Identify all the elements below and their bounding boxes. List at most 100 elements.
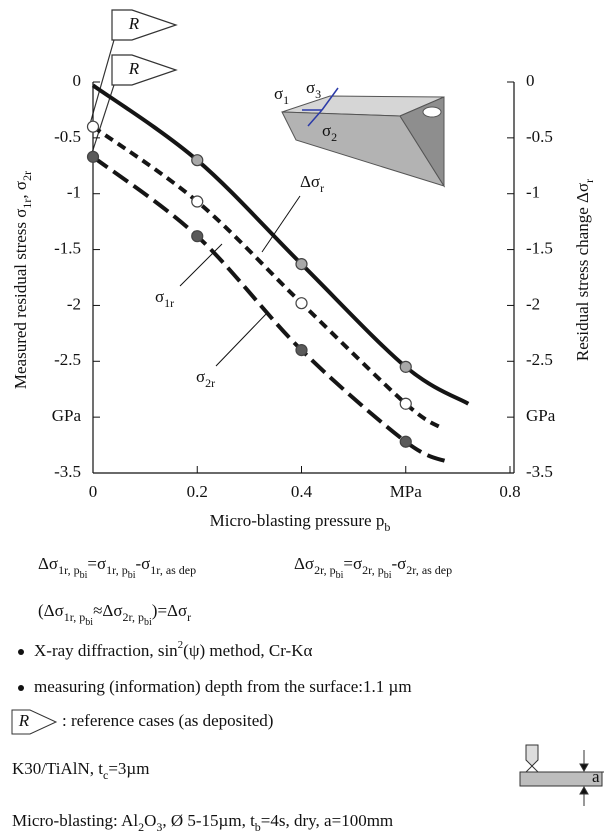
y2-tick-label: 0	[526, 71, 535, 90]
data-point	[295, 297, 308, 310]
leader-line	[215, 311, 269, 367]
flag	[111, 54, 178, 86]
data-point	[191, 230, 204, 243]
formula-part: Δσ	[38, 554, 58, 573]
x-axis-label-part: Micro-blasting pressure p	[210, 511, 385, 530]
formula-part: bi	[144, 617, 152, 628]
y2-tick-label: -2.5	[526, 350, 553, 369]
blasting-text: Micro-blasting: Al2O3, Ø 5-15µm, tb=4s, …	[12, 811, 393, 834]
series-line	[91, 125, 444, 431]
flag-pole	[89, 39, 115, 125]
formula-part: bi	[128, 570, 136, 581]
leader-line	[179, 243, 223, 287]
data-point	[399, 360, 412, 373]
inset-label: σ2	[322, 121, 337, 144]
data-point	[191, 154, 204, 167]
y-axis-label-part: 1r	[20, 199, 34, 209]
inset-label-part: σ	[306, 78, 315, 97]
bullet-text-part: 2	[178, 639, 184, 651]
blasting-diagram	[519, 744, 604, 806]
formula-part: (Δσ	[38, 601, 64, 620]
y2-axis-label-part: Residual stress change Δσ	[573, 183, 592, 361]
inset-label-part: σ	[322, 121, 331, 140]
formula-part: ≈Δσ	[93, 601, 122, 620]
bullet-text-part: (ψ) method, Cr-Kα	[183, 641, 312, 660]
substrate	[519, 771, 603, 787]
y-axis-label-part: , σ	[11, 181, 30, 199]
formula-part: bi	[336, 570, 344, 581]
x-axis-label-part: b	[384, 520, 390, 534]
formula: Δσ1r, pbi=σ1r, pbi-σ1r, as dep	[38, 554, 196, 581]
formula-part: bi	[85, 617, 93, 628]
bullet	[18, 685, 24, 691]
annotation-part: 1r	[164, 296, 174, 310]
formula-part: -σ	[135, 554, 150, 573]
formula-part: 2r, p	[123, 610, 145, 624]
arrow-head	[579, 785, 589, 795]
reference-text: : reference cases (as deposited)	[62, 711, 273, 730]
y2-tick-label: -1	[526, 183, 540, 202]
data-point	[399, 435, 412, 448]
leader-line	[261, 195, 301, 253]
series-line	[91, 155, 449, 464]
annotation: σ1r	[155, 287, 174, 310]
y2-axis-label: Residual stress change Δσr	[573, 179, 596, 361]
y-tick-label: GPa	[52, 406, 82, 425]
y-tick-label: 0	[73, 71, 82, 90]
blasting-text-part: , Ø 5-15µm, t	[162, 811, 255, 830]
y-axis-label-part: Measured residual stress σ	[11, 209, 30, 390]
formula-part: =σ	[343, 554, 362, 573]
y2-tick-label: -0.5	[526, 127, 553, 146]
coating-text-part: =3µm	[108, 759, 149, 778]
blasting-text-part: O	[144, 811, 156, 830]
y-tick-label: -0.5	[54, 127, 81, 146]
y-tick-label: -1.5	[54, 238, 81, 257]
reference-icon-label: R	[18, 711, 30, 730]
formula-part: Δσ	[294, 554, 314, 573]
coating-text-part: c	[103, 768, 108, 782]
formula-part: 1r, p	[58, 563, 80, 577]
part-side	[399, 96, 445, 188]
inset-part	[281, 87, 446, 188]
y-axis-label: Measured residual stress σ1r, σ2r	[11, 171, 34, 389]
formula-part: -σ	[391, 554, 406, 573]
y-tick-label: -2.5	[54, 350, 81, 369]
x-tick-label: 0.4	[291, 482, 313, 501]
inset-label-part: σ	[274, 84, 283, 103]
jet	[525, 765, 533, 773]
stress-arrows	[302, 87, 339, 127]
y2-tick-label: -3.5	[526, 462, 553, 481]
bullet	[18, 649, 24, 655]
formula: (Δσ1r, pbi≈Δσ2r, pbi)=Δσr	[38, 601, 191, 628]
y-tick-label: -2	[67, 294, 81, 313]
y-tick-label: -1	[67, 183, 81, 202]
y-tick-label: -3.5	[54, 462, 81, 481]
annotation: σ2r	[196, 367, 215, 390]
y2-axis-label-part: r	[582, 179, 596, 183]
bullet-text: X-ray diffraction, sin2(ψ) method, Cr-Kα	[34, 639, 312, 660]
data-point	[86, 120, 100, 133]
x-tick-label: 0	[89, 482, 98, 501]
blasting-text-part: b	[255, 820, 261, 834]
inset-label-part: 2	[331, 130, 337, 144]
inset-label: σ1	[274, 84, 289, 107]
x-tick-label: MPa	[390, 482, 423, 501]
coating-text: K30/TiAlN, tc=3µm	[12, 759, 149, 782]
annotation-part: σ	[155, 287, 164, 306]
x-tick-label: 0.8	[499, 482, 520, 501]
formula-part: r	[187, 610, 191, 624]
formula-part: )=Δσ	[152, 601, 187, 620]
nozzle	[525, 744, 539, 767]
annotation-part: σ	[196, 367, 205, 386]
bullet-text-part: measuring (information) depth from the s…	[34, 677, 412, 696]
annotation: Δσr	[300, 172, 324, 195]
blasting-text-part: =4s, dry, a=100mm	[261, 811, 393, 830]
flag	[111, 9, 178, 41]
inset-label-part: 1	[283, 93, 289, 107]
data-point	[295, 257, 308, 271]
x-axis-label: Micro-blasting pressure pb	[210, 511, 391, 534]
formula-part: bi	[80, 570, 88, 581]
formula-part: 2r, p	[314, 563, 336, 577]
